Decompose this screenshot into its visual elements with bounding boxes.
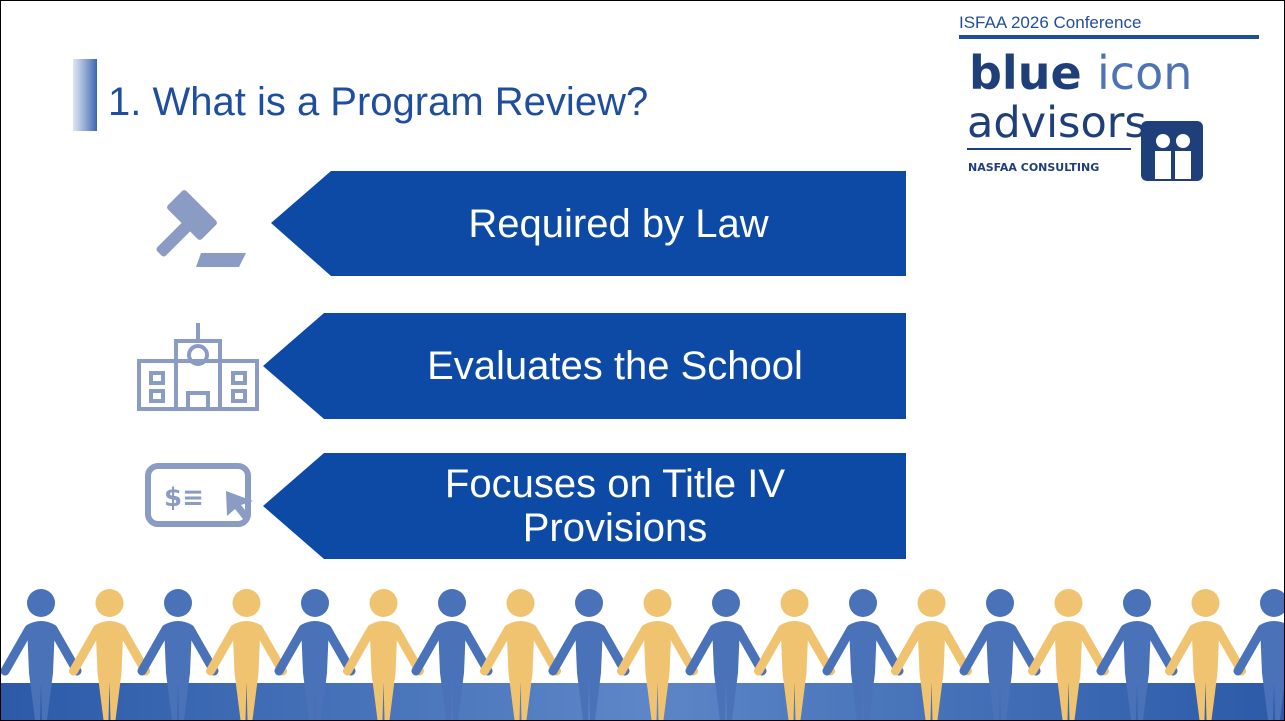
item-label: Evaluates the School — [324, 313, 906, 419]
slide-title: 1. What is a Program Review? — [108, 80, 648, 124]
person-part — [1055, 589, 1083, 617]
conference-label: ISFAA 2026 Conference — [959, 13, 1141, 32]
person-part — [438, 589, 466, 617]
person-part — [1123, 589, 1151, 617]
logo-advisors: advisors — [967, 98, 1147, 148]
item-label: Focuses on Title IV Provisions — [324, 453, 906, 559]
person-part — [370, 589, 398, 617]
gavel-icon — [155, 189, 246, 267]
person-part — [233, 589, 261, 617]
person-part — [986, 589, 1014, 617]
logo-icon: icon — [1097, 46, 1192, 100]
person-part — [27, 589, 55, 617]
person-part — [301, 589, 329, 617]
logo-figure — [1141, 121, 1203, 181]
person-part — [1260, 589, 1284, 617]
bottom-band — [1, 683, 1284, 720]
person-part — [1192, 589, 1220, 617]
person-part — [781, 589, 809, 617]
person-part — [918, 589, 946, 617]
item-label: Required by Law — [331, 171, 906, 276]
person-part — [164, 589, 192, 617]
school-icon — [139, 323, 257, 409]
person-part — [712, 589, 740, 617]
person-part — [849, 589, 877, 617]
person-part — [575, 589, 603, 617]
logo-blue: blue — [969, 46, 1082, 100]
person-part — [507, 589, 535, 617]
person-part — [644, 589, 672, 617]
title-accent — [73, 59, 97, 131]
svg-text:$≡: $≡ — [164, 483, 204, 513]
person-part — [96, 589, 124, 617]
payment-icon: $≡ — [148, 466, 253, 524]
logo-tagline: NASFAA CONSULTING — [968, 161, 1099, 174]
slide: ISFAA 2026 Conference 1. What is a Progr… — [0, 0, 1285, 721]
